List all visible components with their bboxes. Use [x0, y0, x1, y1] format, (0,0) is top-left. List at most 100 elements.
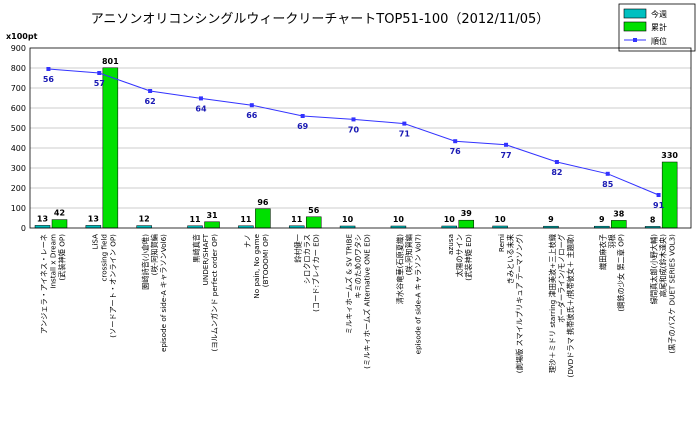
total-value-label: 42 [54, 209, 65, 218]
x-tick-label: Remi きみといる未来 (劇場版 スマイルプリキュア テーマソング) [497, 234, 524, 373]
x-tick-label: 緑間真太郎(小野大輔) 高尾和成(鈴木達央) (黒子のバスケ DUET SERIES… [650, 234, 677, 354]
legend-swatch-rank-marker [633, 38, 637, 42]
y-tick-label: 500 [11, 124, 26, 133]
x-tick-label-line: 鈴村健一 [294, 234, 303, 263]
x-tick-label: 園崎詩音(小倉唯) (咲-阿知賀編 episode of side-A キャラソンV… [141, 234, 168, 352]
rank-point [148, 89, 153, 93]
weekly-value-label: 11 [240, 215, 252, 224]
rank-point [402, 121, 407, 126]
grid [30, 67, 691, 209]
y-axis-unit: x100pt [6, 32, 38, 41]
weekly-value-label: 10 [393, 215, 405, 224]
rank-point [300, 114, 305, 118]
x-tick-label-line: アンジェラ・アイネス・レーネ [39, 234, 48, 334]
x-tick-label-line: キミのためのワタシ [354, 234, 363, 299]
rank-value-label: 70 [348, 125, 360, 134]
rank-point [351, 117, 356, 122]
x-tick-label-line: (ミルキィホームズ Alternative ONE ED) [363, 234, 372, 369]
rank-point [504, 142, 509, 147]
rank-point [198, 96, 203, 101]
rank-value-label: 77 [500, 151, 511, 160]
y-tick-label: 800 [11, 64, 26, 73]
x-tick-label: azusa 太陽のサイン (武装神姫 ED) [446, 234, 473, 281]
total-value-label: 38 [613, 209, 625, 218]
total-bar [458, 219, 475, 229]
x-tick-label-line: ナノ [243, 234, 252, 248]
y-tick-label: 100 [11, 204, 26, 213]
x-tick-label-line: (咲-阿知賀編 [150, 234, 159, 275]
y-axis: 0 100 200 300 400 500 600 700 800 900 [11, 44, 26, 233]
rank-value-label: 85 [602, 180, 614, 189]
x-tick-label-line: episode of side-A キャラソンVol6) [159, 234, 168, 352]
weekly-value-label: 13 [88, 214, 99, 223]
total-value-label: 96 [257, 198, 269, 207]
weekly-value-label: 8 [650, 215, 656, 224]
x-tick-label-line: (BTOOOM! OP) [261, 234, 270, 287]
x-tick-label-line: episode of side-A キャラソン Vol7) [413, 234, 422, 355]
x-tick-label-line: ミルキィホームズ & SV TRIBE [345, 234, 354, 335]
rank-value-label: 71 [399, 130, 411, 139]
x-tick-label-line: 織田麻衣子 [599, 234, 608, 270]
total-bar [661, 161, 678, 229]
x-tick-label-line: No pain, No game [252, 233, 261, 298]
rank-point [605, 171, 610, 176]
y-tick-label: 300 [11, 164, 26, 173]
x-axis-labels: アンジェラ・アイネス・レーネ Install x Dream (武装神姫 OP) Li… [39, 233, 676, 377]
rank-value-label: 82 [551, 168, 562, 177]
value-labels: 13 42 13 801 12 11 31 11 96 11 56 10 10 10 39 10 9 9 38 8 33… [37, 57, 679, 225]
legend-swatch-total [623, 21, 647, 32]
rank-point [249, 103, 254, 108]
rank-value-label: 62 [145, 97, 156, 106]
rank-value-label: 69 [297, 122, 309, 131]
plot-border [29, 47, 692, 229]
x-tick-label-line: 理沙＋ミドリ starring 津田美波+三上枝織 [548, 234, 557, 373]
x-tick-label-line: (咲-阿知賀編 [404, 234, 413, 275]
total-bar [255, 208, 271, 229]
x-tick-label-line: (ヨルムンガンド perfect order OP) [210, 234, 219, 352]
x-tick-label-line: Remi [497, 234, 506, 252]
total-value-label: 330 [661, 151, 678, 160]
rank-point [453, 139, 458, 144]
legend-label-total: 累計 [651, 22, 667, 32]
weekly-value-label: 13 [37, 214, 48, 223]
y-tick-label: 200 [11, 184, 26, 193]
legend-swatch-weekly [623, 8, 647, 19]
x-tick-label-line: (DVDドラマ 携帯彼氏＋/携帯彼女＋ 主題歌) [566, 234, 575, 378]
x-tick-label: 清水谷竜華(石原夏織) (咲-阿知賀編 episode of side-A キャラソ… [395, 234, 422, 355]
rank-value-label: 66 [246, 111, 258, 120]
x-tick-label-line: 羽根 [608, 234, 617, 248]
x-tick-label-line: UNDER/SHAFT [201, 233, 210, 285]
weekly-value-label: 10 [342, 215, 354, 224]
x-tick-label: 黒崎真音 UNDER/SHAFT (ヨルムンガンド perfect order OP… [192, 233, 219, 351]
y-tick-label: 700 [11, 84, 26, 93]
x-tick-label-line: シロクロカラス [303, 234, 312, 284]
x-tick-label: 理沙＋ミドリ starring 津田美波+三上枝織 ボーダーライン/モノローグ (D… [548, 234, 575, 378]
x-tick-label: 鈴村健一 シロクロカラス (コード:ブレイカー ED) [294, 234, 321, 312]
x-tick-label-line: 太陽のサイン [455, 234, 464, 277]
x-tick-label-line: きみといる未来 [506, 234, 515, 284]
x-tick-label-line: Install x Dream [48, 234, 57, 289]
x-tick-label-line: LiSA [90, 234, 99, 250]
bars [34, 67, 678, 229]
y-tick-label: 0 [21, 224, 26, 233]
x-tick-label-line: azusa [446, 234, 455, 255]
weekly-value-label: 12 [139, 215, 150, 224]
chart-title: アニソンオリコンシングルウィークリーチャートTOP51-100（2012/11/… [91, 12, 550, 27]
x-tick-label-line: 清水谷竜華(石原夏織) [395, 234, 404, 304]
x-tick-label: 織田麻衣子 羽根 (鋼鉄の少女 第二章 OP) [599, 234, 626, 312]
total-value-label: 31 [206, 211, 218, 220]
total-bar [102, 67, 119, 229]
legend-label-rank: 順位 [651, 36, 667, 46]
total-value-label: 56 [308, 206, 320, 215]
weekly-value-label: 10 [495, 215, 507, 224]
total-bar [204, 221, 220, 229]
rank-value-label: 57 [94, 79, 105, 88]
x-tick-label-line: (黒子のバスケ DUET SERIES VOL3) [668, 234, 677, 354]
legend-label-weekly: 今週 [651, 9, 667, 19]
x-tick-label-line: (劇場版 スマイルプリキュア テーマソング) [515, 234, 524, 373]
rank-line [46, 67, 661, 197]
total-bar [305, 216, 322, 229]
x-tick-label-line: (コード:ブレイカー ED) [312, 234, 321, 312]
x-tick-label-line: (ソードアート・オンライン OP) [108, 234, 117, 338]
y-tick-label: 900 [11, 44, 26, 53]
